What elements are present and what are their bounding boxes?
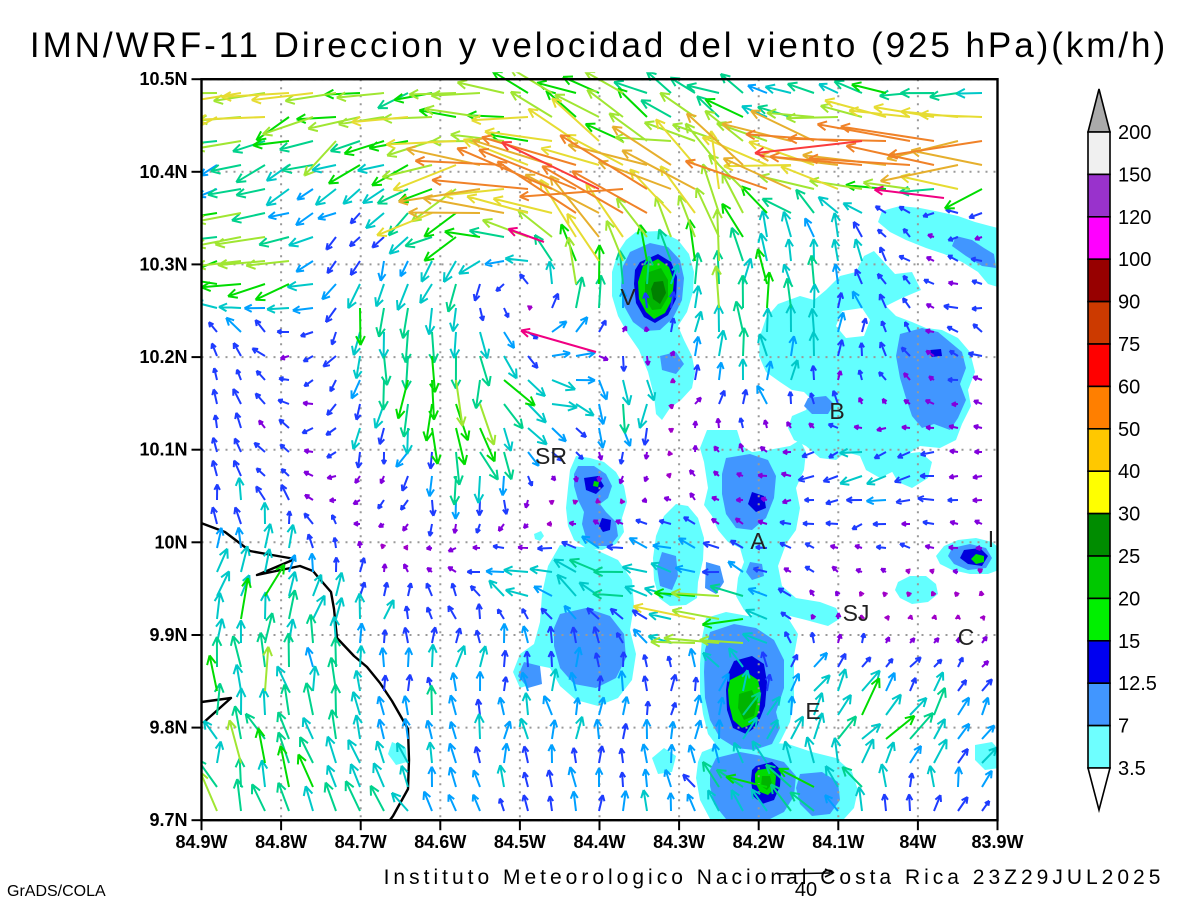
svg-text:84.9W: 84.9W — [175, 832, 227, 852]
svg-text:10.4N: 10.4N — [139, 162, 187, 182]
svg-text:84.8W: 84.8W — [255, 832, 307, 852]
svg-text:20: 20 — [1118, 588, 1140, 610]
svg-text:12.5: 12.5 — [1118, 673, 1157, 695]
svg-text:9.8N: 9.8N — [149, 718, 187, 738]
svg-text:150: 150 — [1118, 164, 1151, 186]
svg-text:84.2W: 84.2W — [733, 832, 785, 852]
svg-text:84.7W: 84.7W — [335, 832, 387, 852]
svg-text:83.9W: 83.9W — [971, 832, 1023, 852]
svg-text:84W: 84W — [899, 832, 936, 852]
svg-text:84.5W: 84.5W — [494, 832, 546, 852]
svg-text:60: 60 — [1118, 376, 1140, 398]
svg-text:SJ: SJ — [843, 600, 870, 626]
svg-text:10.3N: 10.3N — [139, 254, 187, 274]
svg-text:15: 15 — [1118, 631, 1140, 653]
svg-text:100: 100 — [1118, 249, 1151, 271]
svg-text:40: 40 — [795, 879, 817, 900]
svg-text:IMN/WRF-11 Direccion y velocid: IMN/WRF-11 Direccion y velocidad del vie… — [30, 26, 1168, 65]
svg-text:10.1N: 10.1N — [139, 440, 187, 460]
svg-text:7: 7 — [1118, 716, 1129, 738]
svg-text:200: 200 — [1118, 122, 1151, 144]
svg-text:9.9N: 9.9N — [149, 625, 187, 645]
svg-text:84.1W: 84.1W — [812, 832, 864, 852]
svg-text:30: 30 — [1118, 504, 1140, 526]
svg-text:V: V — [620, 284, 636, 310]
svg-text:25: 25 — [1118, 546, 1140, 568]
svg-text:SR: SR — [535, 443, 567, 469]
svg-text:84.3W: 84.3W — [653, 832, 705, 852]
svg-text:50: 50 — [1118, 419, 1140, 441]
svg-text:9.7N: 9.7N — [149, 810, 187, 830]
svg-text:B: B — [829, 398, 844, 424]
svg-text:10.2N: 10.2N — [139, 347, 187, 367]
svg-text:C: C — [958, 624, 975, 650]
svg-text:120: 120 — [1118, 207, 1151, 229]
svg-text:3.5: 3.5 — [1118, 758, 1146, 780]
svg-text:90: 90 — [1118, 292, 1140, 314]
svg-text:Instituto Meteorologico Nacion: Instituto Meteorologico Nacional Costa R… — [384, 866, 1165, 889]
svg-text:75: 75 — [1118, 334, 1140, 356]
svg-text:E: E — [805, 698, 820, 724]
svg-text:10N: 10N — [154, 532, 187, 552]
svg-text:A: A — [750, 528, 766, 554]
svg-text:84.4W: 84.4W — [573, 832, 625, 852]
svg-text:84.6W: 84.6W — [414, 832, 466, 852]
svg-text:40: 40 — [1118, 461, 1140, 483]
svg-text:10.5N: 10.5N — [139, 69, 187, 89]
svg-text:GrADS/COLA: GrADS/COLA — [7, 883, 106, 900]
svg-text:I: I — [988, 526, 994, 552]
